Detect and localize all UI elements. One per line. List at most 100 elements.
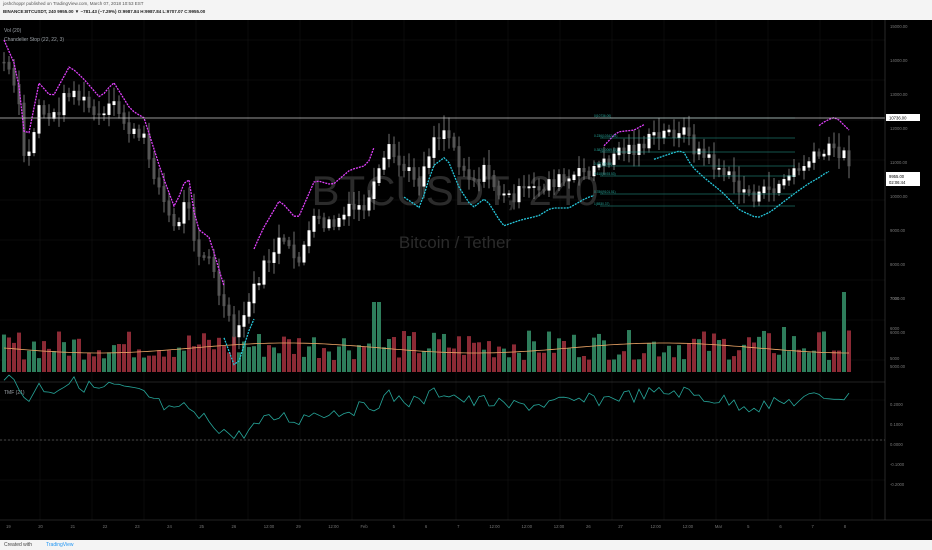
volume-bar bbox=[42, 341, 46, 372]
volume-bar bbox=[317, 357, 321, 372]
candle-body bbox=[402, 163, 406, 171]
price-tick-label: 8000.00 bbox=[890, 262, 906, 267]
tradingview-link[interactable]: TradingView bbox=[46, 542, 74, 548]
volume-bar bbox=[382, 347, 386, 372]
time-tick-label: 12:00 bbox=[554, 524, 565, 529]
volume-bar bbox=[282, 336, 286, 372]
volume-bar bbox=[37, 358, 41, 372]
time-tick-label: 24 bbox=[167, 524, 172, 529]
volume-bar bbox=[247, 347, 251, 372]
volume-bar bbox=[617, 354, 621, 372]
candle-body bbox=[652, 132, 656, 136]
volume-bar bbox=[122, 344, 126, 372]
candle-body bbox=[47, 113, 51, 119]
candle-body bbox=[212, 256, 216, 272]
candle-body bbox=[382, 157, 386, 170]
osc-tick-label: 0.2000 bbox=[890, 402, 903, 407]
volume-bar bbox=[457, 336, 461, 372]
volume-bar bbox=[442, 333, 446, 372]
time-tick-label: 12:00 bbox=[650, 524, 661, 529]
volume-bar bbox=[357, 345, 361, 372]
candle-body bbox=[827, 143, 831, 156]
candle-body bbox=[697, 148, 701, 155]
candle-body bbox=[547, 179, 551, 191]
candle-body bbox=[462, 165, 466, 171]
candle-body bbox=[187, 202, 191, 209]
candle-body bbox=[92, 106, 96, 115]
vol-indicator-label[interactable]: Vol (20) bbox=[4, 28, 22, 34]
volume-bar bbox=[847, 330, 851, 372]
candle-body bbox=[822, 153, 826, 157]
candle-body bbox=[347, 203, 351, 217]
price-scale[interactable]: 15000.00 14000.00 13000.00 12000.00 11000.00… bbox=[884, 20, 920, 520]
time-tick-label: 6 bbox=[425, 524, 428, 529]
fib-level-label: 0.236(10342.63) bbox=[594, 134, 617, 138]
volume-bar bbox=[437, 339, 441, 372]
volume-bar bbox=[452, 348, 456, 372]
volume-bar bbox=[827, 359, 831, 372]
time-scale[interactable]: 19 20 21 22 23 24 25 26 12:00 29 12:00 Feb 5 6 7 12:00 1… bbox=[0, 519, 932, 529]
volume-bar bbox=[137, 349, 141, 372]
volume-bar bbox=[67, 355, 71, 372]
volume-bar bbox=[262, 356, 266, 372]
created-with-text: Created with bbox=[4, 542, 33, 548]
candle-body bbox=[497, 185, 501, 196]
watermark-name: Bitcoin / Tether bbox=[399, 233, 511, 252]
time-tick-label: 12:00 bbox=[489, 524, 500, 529]
price-chart[interactable]: BTCUSDT, 240 Bitcoin / Tether Vol (20) C… bbox=[0, 20, 932, 540]
candle-body bbox=[17, 84, 21, 105]
volume-bar bbox=[152, 355, 156, 372]
volume-bar bbox=[837, 350, 841, 372]
volume-bar bbox=[367, 343, 371, 372]
volume-bar bbox=[842, 292, 846, 372]
osc-tick-label: -0.1000 bbox=[890, 462, 905, 467]
candle-body bbox=[467, 169, 471, 180]
volume-bar bbox=[637, 359, 641, 372]
volume-bar bbox=[582, 355, 586, 372]
candle-body bbox=[297, 256, 301, 263]
volume-bar bbox=[707, 350, 711, 372]
time-tick-label: 22 bbox=[103, 524, 108, 529]
volume-bar bbox=[162, 356, 166, 372]
tmf-label[interactable]: TMF (21) bbox=[4, 390, 25, 396]
volume-bar bbox=[792, 336, 796, 372]
price-tick-label: 7000.00 bbox=[890, 296, 906, 301]
candle-body bbox=[292, 244, 296, 259]
symbol-ohlc-line: BINANCE:BTCUSDT, 240 9955.00 ▼ −781.43 (… bbox=[3, 9, 206, 14]
time-tick-label: 7 bbox=[812, 524, 815, 529]
chandelier-indicator-label[interactable]: Chandelier Stop (22, 22, 3) bbox=[4, 37, 64, 43]
volume-bar bbox=[572, 334, 576, 372]
candle-body bbox=[282, 237, 286, 242]
candle-body bbox=[152, 157, 156, 179]
volume-bar bbox=[612, 359, 616, 372]
candle-body bbox=[392, 144, 396, 158]
volume-bar bbox=[92, 356, 96, 372]
candle-body bbox=[167, 200, 171, 216]
candle-body bbox=[142, 133, 146, 138]
volume-bar bbox=[347, 350, 351, 372]
candle-body bbox=[82, 96, 86, 101]
volume-bar bbox=[682, 359, 686, 372]
volume-bar bbox=[422, 350, 426, 372]
volume-bar bbox=[232, 336, 236, 372]
volume-bar bbox=[702, 331, 706, 372]
candle-body bbox=[772, 188, 776, 194]
candle-body bbox=[517, 186, 521, 203]
volume-bar bbox=[482, 349, 486, 372]
candle-body bbox=[52, 112, 56, 119]
candle-body bbox=[137, 128, 141, 138]
volume-bar bbox=[477, 342, 481, 372]
candle-body bbox=[342, 214, 346, 220]
osc-tick-label: 0.0000 bbox=[890, 442, 903, 447]
candle-body bbox=[387, 144, 391, 160]
candle-body bbox=[322, 217, 326, 229]
candle-body bbox=[567, 178, 571, 182]
volume-bar bbox=[117, 344, 121, 372]
volume-bar bbox=[812, 350, 816, 372]
time-tick-label: Mar bbox=[715, 524, 723, 529]
candle-body bbox=[417, 178, 421, 187]
tmf-oscillator: TMF (21) bbox=[0, 374, 885, 441]
fib-level-label: 0.5(9749.56) bbox=[594, 162, 612, 166]
volume-bar bbox=[397, 357, 401, 372]
volume-bar bbox=[292, 353, 296, 372]
